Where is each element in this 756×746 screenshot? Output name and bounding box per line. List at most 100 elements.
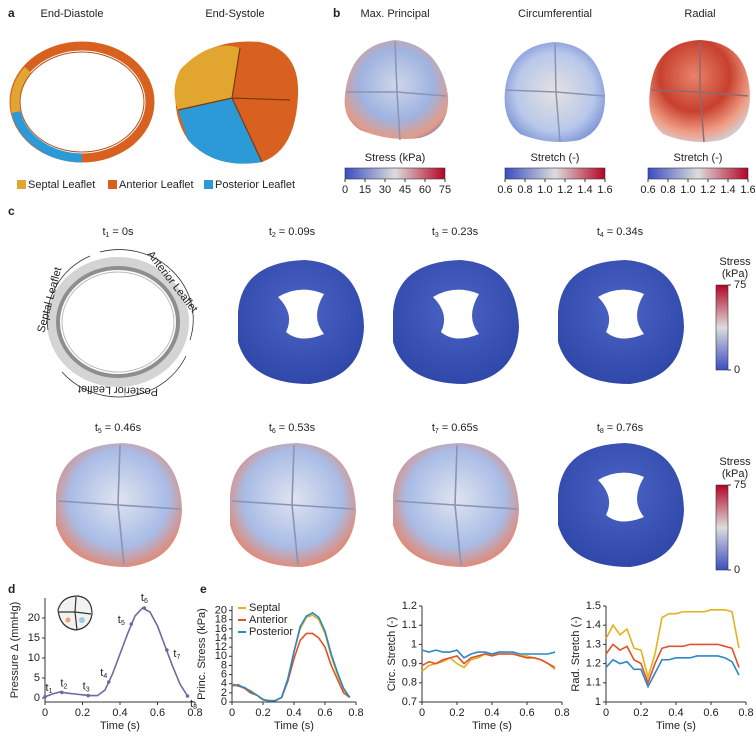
time-index: 8 [600, 428, 604, 435]
x-tick-label: 0.2 [255, 707, 270, 719]
colorbar-label: Stress (kPa) [365, 152, 426, 164]
max-principal-render [345, 40, 449, 140]
y-tick-label: 20 [215, 604, 227, 616]
x-tick-label: 0.2 [449, 707, 464, 719]
x-tick-label: 0.4 [484, 707, 499, 719]
panel-letter: a [8, 6, 15, 20]
time-label: t6= 0.53s [269, 422, 316, 435]
colorbar-tick-label: 0.6 [640, 184, 655, 196]
time-label: t5= 0.46s [95, 422, 142, 435]
time-label: t3= 0.23s [432, 226, 479, 239]
time-value: = 0.53s [279, 422, 316, 434]
y-tick-label: 1.1 [402, 619, 417, 631]
annotation-label: t4 [100, 667, 107, 680]
legend-label: Septal Leaflet [28, 179, 95, 191]
time-value: = 0.65s [442, 422, 479, 434]
time-label: t4= 0.34s [597, 226, 644, 239]
annotation-index: 8 [193, 704, 197, 711]
colorbar [345, 168, 445, 179]
annotation-index: 7 [176, 654, 180, 661]
annotation-label: t7 [173, 648, 180, 661]
time-index: 6 [272, 428, 276, 435]
colorbar-tick-label: 1.4 [720, 184, 735, 196]
x-tick-label: 0 [603, 707, 609, 719]
legend-label: Anterior Leaflet [119, 179, 194, 191]
radial-render [649, 40, 750, 142]
time-label: t1= 0s [102, 226, 134, 239]
time-value: = 0.46s [105, 422, 142, 434]
x-tick-label: 0.2 [75, 707, 90, 719]
inset-icon [58, 596, 92, 630]
valve-render [558, 443, 684, 567]
y-axis-label: Rad. Stretch (-) [570, 616, 582, 691]
x-tick-label: 0.8 [554, 707, 569, 719]
colorbar-tick-label: 15 [359, 184, 371, 196]
legend-label: Septal [249, 602, 280, 614]
series-line [606, 610, 739, 677]
colorbar [716, 285, 728, 370]
x-axis-label: Time (s) [100, 720, 140, 732]
colorbar-tick-label: 0 [734, 564, 740, 576]
x-tick-label: 0.4 [286, 707, 301, 719]
colorbar-tick-label: 1.6 [597, 184, 612, 196]
legend-swatch [17, 180, 26, 189]
colorbar-tick-label: 30 [379, 184, 391, 196]
annotation-label: t1 [46, 682, 53, 695]
legend-swatch [108, 180, 117, 189]
y-axis-label: Princ. Stress (kPa) [196, 608, 208, 700]
annotation-label: t6 [141, 592, 148, 605]
x-tick-label: 0.8 [738, 707, 753, 719]
colorbar-label: Stress [719, 456, 751, 468]
annotation-point [129, 622, 133, 626]
annotation-index: 1 [49, 688, 53, 695]
colorbar-tick-label: 75 [439, 184, 451, 196]
annotation-point [60, 691, 64, 695]
time-index: 3 [435, 232, 439, 239]
systole-render [174, 42, 298, 164]
time-index: 7 [435, 428, 439, 435]
valve-render [238, 260, 364, 384]
y-axis-label: Pressure Δ (mmHg) [9, 602, 21, 699]
series-line [422, 654, 555, 671]
x-axis-label: Time (s) [656, 720, 696, 732]
time-index: 2 [272, 232, 276, 239]
circumferential-render [505, 42, 605, 142]
time-value: = 0.09s [279, 226, 316, 238]
colorbar-tick-label: 75 [734, 479, 746, 491]
colorbar-label: Stress [719, 256, 751, 268]
y-tick-label: 15 [28, 632, 40, 644]
y-axis-label: Circ. Stretch (-) [386, 617, 398, 692]
time-index: 4 [600, 232, 604, 239]
y-tick-label: 1.3 [586, 638, 601, 650]
x-tick-label: 0.4 [112, 707, 127, 719]
y-tick-label: 1.2 [586, 658, 601, 670]
valve-render [393, 443, 519, 567]
x-tick-label: 0 [42, 707, 48, 719]
y-tick-label: 1.4 [586, 619, 601, 631]
x-tick-label: 0.2 [633, 707, 648, 719]
annotation-point [107, 680, 111, 684]
colorbar [716, 485, 728, 570]
y-tick-label: 5 [34, 672, 40, 684]
annotation-point [143, 606, 147, 610]
colorbar-tick-label: 1.4 [577, 184, 592, 196]
time-label: t2= 0.09s [269, 226, 316, 239]
colorbar [648, 168, 748, 179]
series-line [606, 644, 739, 682]
x-tick-label: 0.6 [317, 707, 332, 719]
valve-render [393, 260, 519, 384]
valve-render [56, 443, 182, 567]
time-value: = 0.23s [442, 226, 479, 238]
y-tick-label: 1 [411, 638, 417, 650]
x-axis-label: Time (s) [274, 720, 314, 732]
annotation-point [86, 694, 90, 698]
colorbar [505, 168, 605, 179]
legend-swatch [204, 180, 213, 189]
colorbar-tick-label: 45 [399, 184, 411, 196]
panel-title: Circumferential [518, 8, 592, 20]
colorbar-label: Stretch (-) [531, 152, 580, 164]
x-tick-label: 0 [419, 707, 425, 719]
x-tick-label: 0.6 [703, 707, 718, 719]
x-tick-label: 0.6 [519, 707, 534, 719]
figure: aEnd-DiastoleEnd-SystoleSeptal LeafletAn… [0, 0, 756, 746]
